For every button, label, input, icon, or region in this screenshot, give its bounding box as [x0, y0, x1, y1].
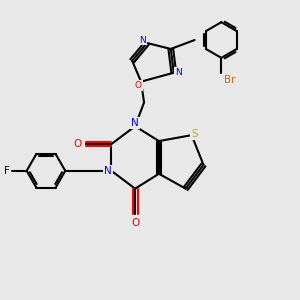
Text: O: O: [131, 218, 139, 228]
Text: O: O: [135, 81, 142, 90]
Text: F: F: [4, 166, 10, 176]
Text: N: N: [104, 166, 112, 176]
Text: N: N: [139, 35, 146, 44]
Text: N: N: [175, 68, 181, 77]
Text: N: N: [131, 118, 139, 128]
Text: O: O: [73, 139, 81, 149]
Text: Br: Br: [224, 75, 235, 85]
Text: S: S: [191, 129, 198, 139]
